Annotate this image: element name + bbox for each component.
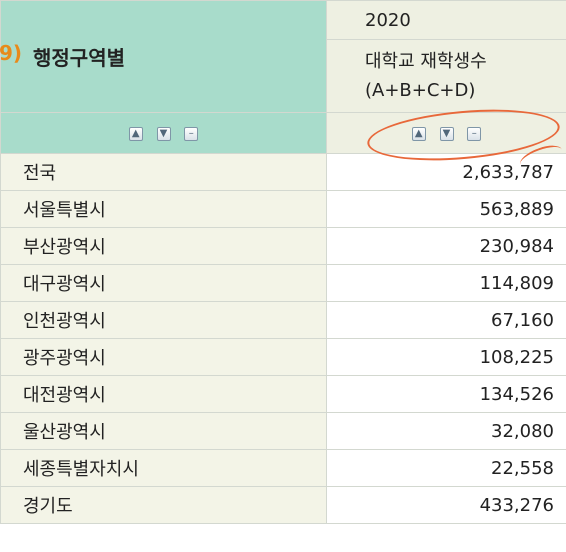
row-header-cell: 9) 행정구역별 [0,0,327,113]
row-header-controls: ▲ ▼ – [0,112,327,154]
item-header-line2: (A+B+C+D) [365,80,476,101]
region-name: 대전광역시 [0,375,327,413]
item-header: 대학교 재학생수 (A+B+C+D) [326,39,566,113]
minus-icon[interactable]: – [467,126,482,141]
chevron-down-icon[interactable]: ▼ [439,126,454,141]
region-name: 서울특별시 [0,190,327,228]
item-header-line1: 대학교 재학생수 [365,51,487,72]
region-name: 세종특별자치시 [0,449,327,487]
region-name: 대구광역시 [0,264,327,302]
chevron-up-icon[interactable]: ▲ [411,126,426,141]
student-count: 230,984 [326,227,566,265]
region-name: 부산광역시 [0,227,327,265]
table-row: 부산광역시 230,984 [0,227,566,265]
region-name: 울산광역시 [0,412,327,450]
minus-icon[interactable]: – [184,126,199,141]
student-count: 563,889 [326,190,566,228]
chevron-down-icon[interactable]: ▼ [156,126,171,141]
student-count: 433,276 [326,486,566,524]
student-count: 134,526 [326,375,566,413]
region-name: 광주광역시 [0,338,327,376]
stat-table: 9) 행정구역별 2020 대학교 재학생수 (A+B+C+D) ▲ ▼ – ▲… [0,0,566,524]
region-name: 경기도 [0,486,327,524]
table-row: 전국 2,633,787 [0,153,566,191]
student-count: 22,558 [326,449,566,487]
table-row: 경기도 433,276 [0,486,566,524]
year-header: 2020 [326,0,566,40]
chevron-up-icon[interactable]: ▲ [128,126,143,141]
table-row: 세종특별자치시 22,558 [0,449,566,487]
student-count: 2,633,787 [326,153,566,191]
student-count: 114,809 [326,264,566,302]
student-count: 108,225 [326,338,566,376]
region-name: 인천광역시 [0,301,327,339]
table-row: 대구광역시 114,809 [0,264,566,302]
table-row: 서울특별시 563,889 [0,190,566,228]
footnote-mark: 9) [0,41,23,65]
row-header-label: 행정구역별 [33,46,125,70]
table-row: 울산광역시 32,080 [0,412,566,450]
table-row: 인천광역시 67,160 [0,301,566,339]
student-count: 32,080 [326,412,566,450]
table-row: 대전광역시 134,526 [0,375,566,413]
row-header-title: 9) 행정구역별 [0,41,326,71]
region-name: 전국 [0,153,327,191]
student-count: 67,160 [326,301,566,339]
column-controls: ▲ ▼ – [326,112,566,154]
table-row: 광주광역시 108,225 [0,338,566,376]
